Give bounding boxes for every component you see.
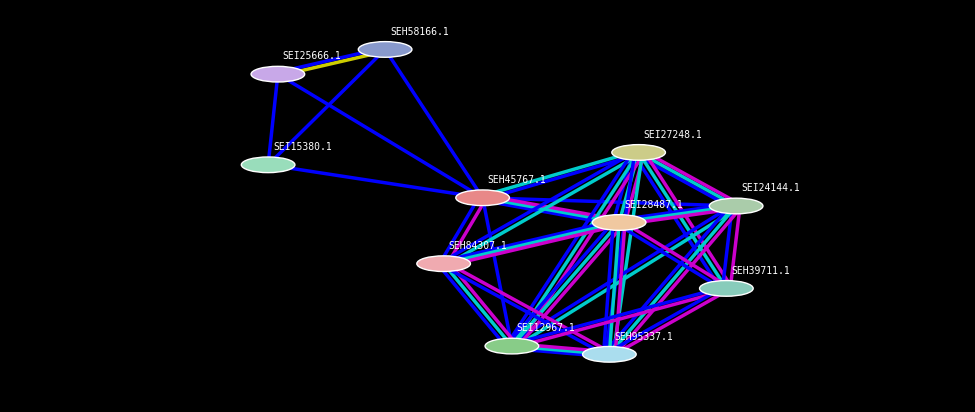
- Text: SEI15380.1: SEI15380.1: [273, 142, 332, 152]
- Ellipse shape: [242, 157, 294, 173]
- Text: SEI24144.1: SEI24144.1: [741, 183, 800, 193]
- Text: SEI28487.1: SEI28487.1: [624, 200, 682, 210]
- Text: SEI25666.1: SEI25666.1: [283, 52, 341, 61]
- Ellipse shape: [700, 281, 753, 296]
- Ellipse shape: [486, 338, 538, 354]
- Ellipse shape: [456, 190, 509, 206]
- Ellipse shape: [359, 42, 411, 57]
- Text: SEI12967.1: SEI12967.1: [517, 323, 575, 333]
- Text: SEH84307.1: SEH84307.1: [448, 241, 507, 251]
- Text: SEI27248.1: SEI27248.1: [644, 130, 702, 140]
- Ellipse shape: [583, 346, 636, 362]
- Text: SEH39711.1: SEH39711.1: [731, 266, 790, 276]
- Ellipse shape: [417, 256, 470, 272]
- Ellipse shape: [252, 66, 304, 82]
- Ellipse shape: [710, 198, 762, 214]
- Text: SEH95337.1: SEH95337.1: [614, 332, 673, 342]
- Ellipse shape: [593, 215, 645, 230]
- Ellipse shape: [612, 145, 665, 160]
- Text: SEH58166.1: SEH58166.1: [390, 27, 448, 37]
- Text: SEH45767.1: SEH45767.1: [488, 175, 546, 185]
